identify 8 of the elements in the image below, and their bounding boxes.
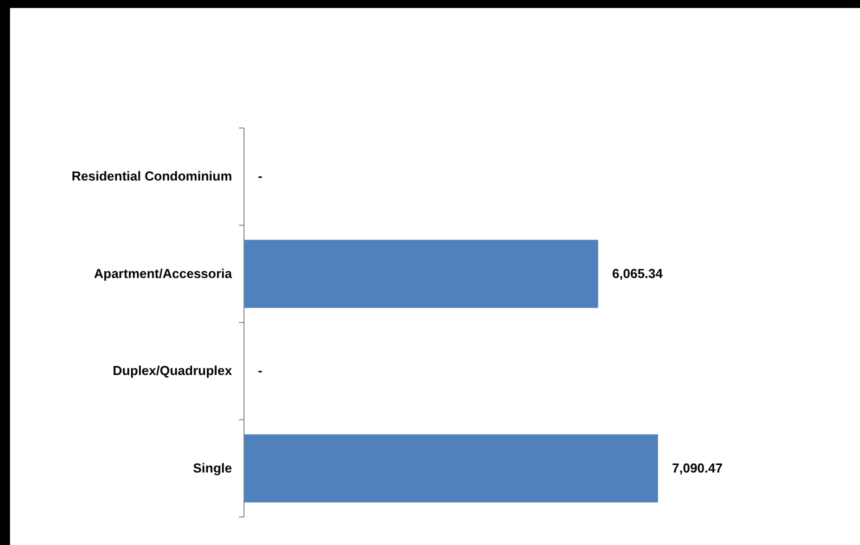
data-label: - <box>258 363 262 378</box>
y-tick-label: Duplex/Quadruplex <box>112 363 233 378</box>
data-label: 7,090.47 <box>672 460 723 476</box>
data-label: - <box>258 168 262 184</box>
data-label: 6,065.34 <box>612 266 664 281</box>
y-tick-label: Residential Condominium <box>72 168 232 184</box>
y-tick-label: Apartment/Accessoria <box>94 266 233 281</box>
y-tick-label: Single <box>192 460 232 476</box>
